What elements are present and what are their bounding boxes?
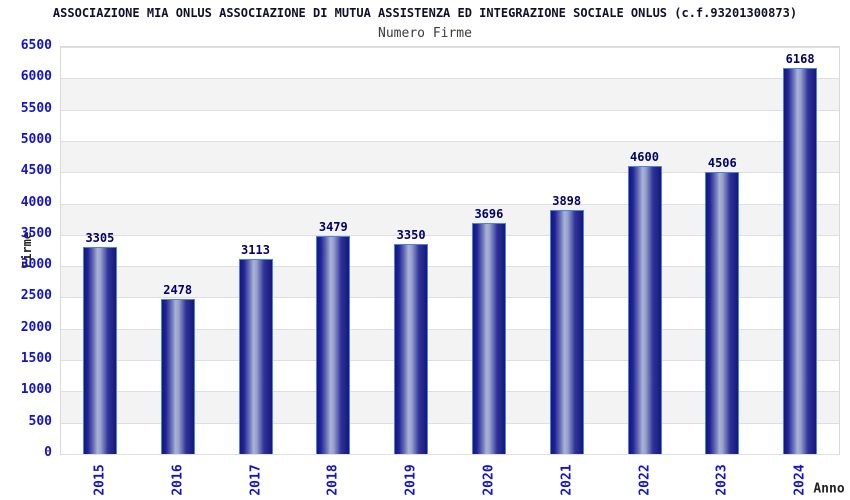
bar-value-label: 3479	[318, 220, 348, 235]
x-tick-label: 2016	[170, 464, 186, 496]
bar-value-label: 3898	[552, 193, 582, 208]
x-tick-label: 2021	[559, 464, 575, 496]
x-tick-label: 2022	[637, 464, 652, 496]
y-tick-label: 4000	[20, 194, 52, 210]
bar-value-label: 4600	[630, 149, 659, 164]
x-tick-label: 2017	[248, 464, 263, 496]
y-tick-label: 6500	[20, 38, 52, 53]
background-band	[61, 78, 839, 110]
x-tick-label: 2024	[792, 464, 808, 496]
plot-area: 3305 2478 3113 3479 3350 3696 3898 4600 4506 6168	[60, 46, 840, 455]
bar-value-label: 2478	[163, 282, 193, 297]
x-tick-label: 2015	[92, 464, 108, 496]
y-tick-label: 3000	[20, 257, 52, 273]
chart-subtitle: Numero Firme	[378, 26, 472, 41]
bar-2024	[783, 67, 818, 454]
chart-title: ASSOCIAZIONE MIA ONLUS ASSOCIAZIONE DI M…	[52, 6, 798, 20]
y-tick-label: 2000	[20, 319, 52, 335]
x-tick-label: 2023	[714, 464, 730, 496]
y-tick-label: 5500	[20, 100, 52, 116]
gridline	[61, 423, 839, 424]
y-tick-label: 0	[44, 445, 52, 460]
bar-2019	[394, 244, 429, 454]
y-tick-label: 5000	[20, 131, 52, 147]
gridline	[61, 235, 839, 236]
bar-value-label: 3305	[85, 231, 115, 246]
y-tick-label: 500	[28, 413, 52, 429]
gridline	[61, 110, 839, 111]
bar-2022	[627, 165, 662, 454]
bar-value-label: 6168	[785, 51, 815, 66]
x-tick-label: 2020	[481, 464, 497, 496]
gridline	[61, 297, 839, 298]
y-tick-label: 6000	[20, 69, 52, 85]
gridline	[61, 78, 839, 79]
y-tick-label: 4500	[20, 163, 52, 179]
y-tick-label: 1000	[20, 382, 52, 398]
bar-2016	[160, 298, 195, 454]
x-tick-label: 2019	[403, 464, 419, 496]
bar-2015	[82, 247, 117, 454]
gridline	[61, 47, 839, 48]
bar-value-label: 3696	[474, 206, 504, 221]
x-axis-title: Anno	[813, 481, 845, 497]
background-band	[61, 140, 839, 173]
bar-value-label: 3350	[396, 228, 426, 243]
gridline	[61, 329, 839, 330]
bar-2018	[316, 236, 351, 454]
y-tick-label: 3500	[20, 225, 52, 241]
gridline	[61, 360, 839, 361]
gridline	[61, 454, 839, 455]
gridline	[61, 141, 839, 142]
y-tick-label: 1500	[20, 351, 52, 367]
bar-value-label: 3113	[241, 243, 270, 258]
gridline	[61, 391, 839, 392]
bar-2021	[549, 209, 584, 454]
gridline	[61, 266, 839, 267]
gridline	[61, 172, 839, 173]
y-tick-label: 2500	[20, 288, 52, 304]
bar-2020	[471, 222, 506, 454]
bar-2023	[705, 171, 740, 454]
bar-value-label: 4506	[707, 155, 737, 170]
bar-2017	[238, 259, 273, 454]
x-tick-label: 2018	[325, 464, 341, 496]
gridline	[61, 204, 839, 205]
